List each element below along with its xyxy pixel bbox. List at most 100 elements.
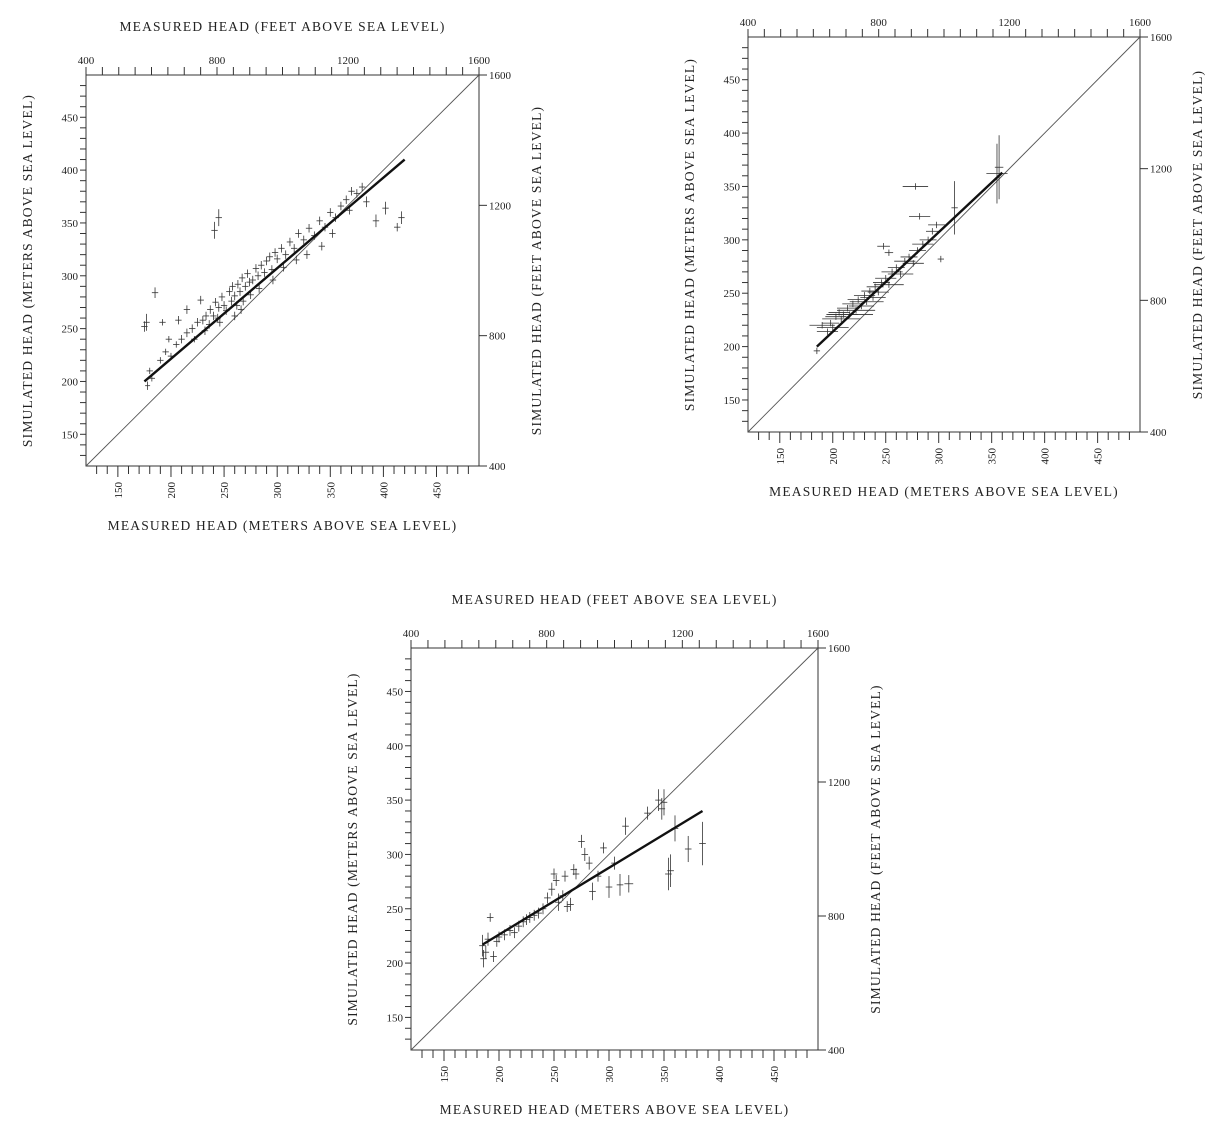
data-point xyxy=(555,893,562,911)
x2-tick-label: 1200 xyxy=(337,55,360,67)
data-point xyxy=(254,271,262,281)
data-point xyxy=(482,945,490,959)
data-point xyxy=(151,287,159,298)
x-tick-label: 400 xyxy=(1040,448,1052,465)
data-point xyxy=(937,255,944,263)
x2-tick-label: 1200 xyxy=(998,17,1021,29)
data-point xyxy=(622,817,629,835)
y2-tick-label: 800 xyxy=(489,331,506,343)
data-point xyxy=(813,347,821,355)
data-point xyxy=(246,277,253,287)
data-point xyxy=(644,806,651,820)
x-tick-label: 350 xyxy=(325,482,337,499)
right-axis-title: SIMULATED HEAD (FEET ABOVE SEA LEVEL) xyxy=(868,684,883,1014)
data-point xyxy=(479,934,486,957)
data-point xyxy=(173,341,180,348)
x-tick-label: 450 xyxy=(432,482,444,499)
data-point xyxy=(909,213,931,220)
data-point xyxy=(266,252,273,261)
y-tick-label: 250 xyxy=(387,904,404,916)
data-point xyxy=(220,301,228,310)
data-point xyxy=(231,311,238,321)
data-point xyxy=(329,229,336,238)
data-point xyxy=(290,244,298,253)
right-axis-title: SIMULATED HEAD (FEET ABOVE SEA LEVEL) xyxy=(529,106,544,436)
data-point xyxy=(394,222,401,232)
y-tick-label: 300 xyxy=(724,235,741,247)
y-tick-label: 350 xyxy=(387,795,404,807)
x2-tick-label: 400 xyxy=(78,55,95,67)
y2-tick-label: 1600 xyxy=(1150,32,1173,44)
x-tick-label: 400 xyxy=(378,482,390,499)
data-point xyxy=(143,313,150,331)
regression-line xyxy=(816,171,1004,348)
data-point xyxy=(337,201,345,211)
y2-tick-label: 1600 xyxy=(489,70,512,82)
data-point xyxy=(215,209,222,227)
data-point xyxy=(175,315,182,325)
data-point xyxy=(699,821,706,866)
left-axis-title: SIMULATED HEAD (METERS ABOVE SEA LEVEL) xyxy=(20,94,35,447)
x-tick-label: 200 xyxy=(166,482,178,499)
data-point xyxy=(197,295,204,305)
data-point xyxy=(353,189,361,198)
data-point xyxy=(145,381,151,390)
x-tick-label: 400 xyxy=(714,1066,726,1083)
data-point xyxy=(210,311,217,321)
x2-tick-label: 400 xyxy=(740,17,757,29)
data-point xyxy=(902,183,929,190)
one-to-one-line xyxy=(410,647,819,1051)
y-tick-label: 400 xyxy=(724,128,741,140)
data-point xyxy=(624,875,634,893)
data-point xyxy=(234,280,242,289)
data-point xyxy=(218,292,226,302)
data-point xyxy=(986,143,1008,204)
y-tick-label: 300 xyxy=(62,271,79,283)
data-point xyxy=(358,182,366,192)
data-point xyxy=(236,287,244,296)
x-tick-label: 300 xyxy=(272,482,284,499)
data-point xyxy=(293,255,300,265)
data-point xyxy=(271,248,279,257)
data-point xyxy=(363,196,370,208)
data-point xyxy=(278,244,285,253)
y-tick-label: 200 xyxy=(62,376,79,388)
data-point xyxy=(189,324,196,333)
data-point xyxy=(816,324,849,331)
data-point xyxy=(589,882,596,901)
data-point xyxy=(490,951,497,962)
data-point xyxy=(382,201,389,215)
data-point xyxy=(228,296,235,306)
y-tick-label: 150 xyxy=(387,1012,404,1024)
data-point xyxy=(303,250,311,259)
data-point xyxy=(605,876,613,898)
data-point xyxy=(211,221,218,239)
data-point xyxy=(561,870,569,882)
data-point xyxy=(157,357,164,364)
data-point xyxy=(572,868,580,880)
data-point xyxy=(928,221,946,229)
data-point xyxy=(660,789,668,816)
data-point xyxy=(162,348,169,356)
y2-tick-label: 1200 xyxy=(828,777,851,789)
data-point xyxy=(231,291,238,301)
data-point xyxy=(258,260,265,270)
y-tick-label: 250 xyxy=(62,324,79,336)
data-point xyxy=(684,835,692,863)
x-tick-label: 250 xyxy=(881,448,893,465)
scatter-panel-2: 150 200 250 300 350 400 450 150 200 250 300 350 400 4… xyxy=(682,17,1205,499)
scatter-panel-1: 150 200 250 300 350 400 450 150 200 250 300 350 400 4… xyxy=(20,19,544,533)
data-point xyxy=(295,229,302,238)
data-point xyxy=(212,297,219,307)
x-tick-label: 250 xyxy=(219,482,231,499)
data-point xyxy=(255,284,263,293)
y2-tick-label: 400 xyxy=(1150,427,1167,439)
data-point xyxy=(238,273,246,283)
data-point xyxy=(286,237,294,247)
x2-tick-label: 800 xyxy=(209,55,226,67)
y-tick-label: 400 xyxy=(62,165,79,177)
data-point xyxy=(229,282,236,291)
data-point xyxy=(318,241,325,251)
x-tick-label: 150 xyxy=(113,482,125,499)
x-tick-label: 150 xyxy=(775,448,787,465)
